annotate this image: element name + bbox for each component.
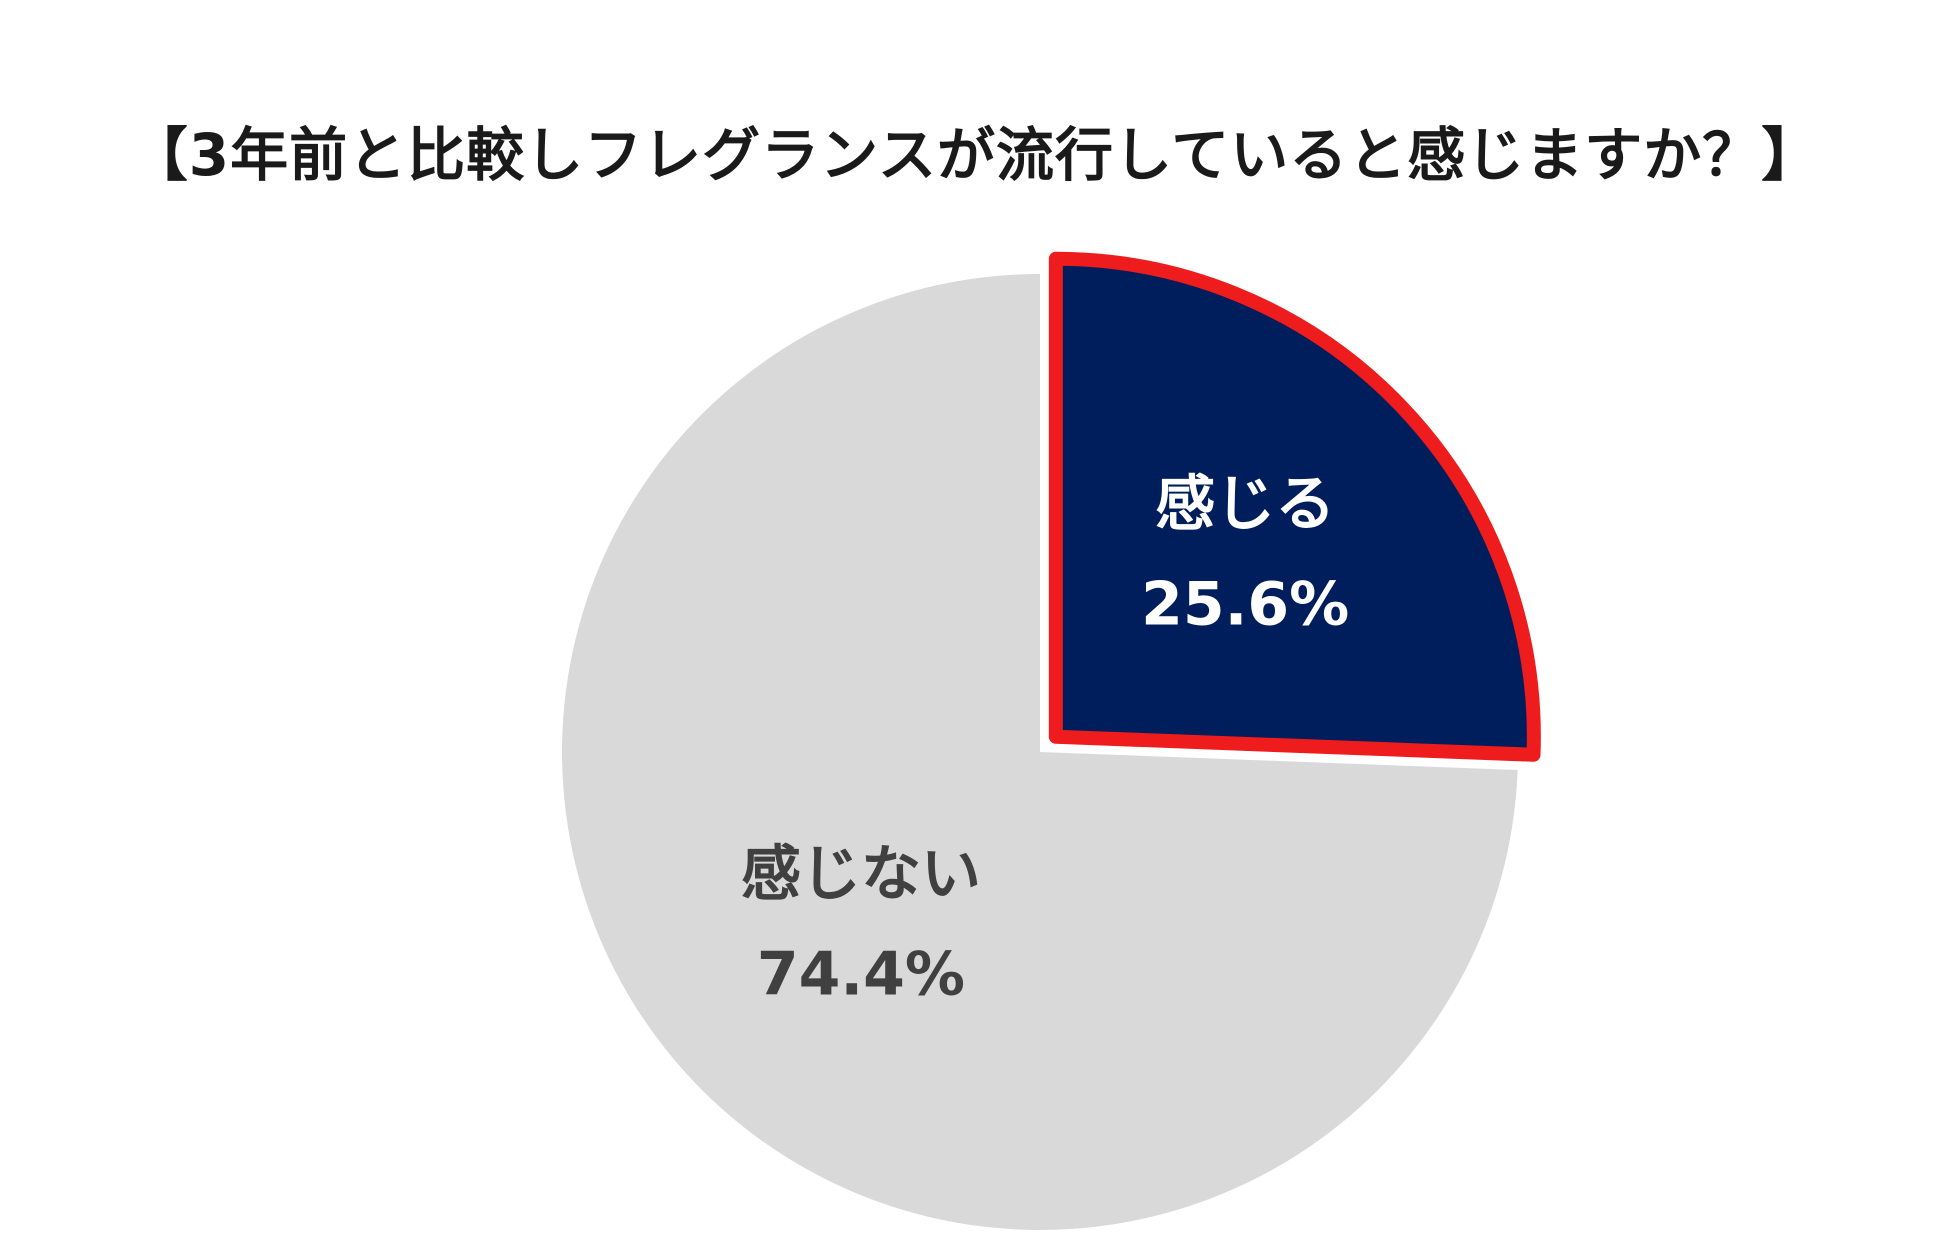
slice-label-2: 感じない — [741, 839, 981, 909]
pie-slice-1 — [1048, 251, 1541, 762]
chart-title: 【3年前と比較しフレグランスが流行していると感じますか？】 — [129, 121, 1821, 189]
slice-label-1: 感じる — [1155, 469, 1335, 539]
slice-value-label-2: 74.4% — [757, 939, 965, 1009]
pie-labels: 感じる 25.6% 感じない 74.4% — [741, 469, 1349, 1009]
pie-slice-2 — [561, 274, 1518, 1230]
pie-slices — [561, 251, 1541, 1230]
slice-value-label-1: 25.6% — [1141, 569, 1349, 639]
